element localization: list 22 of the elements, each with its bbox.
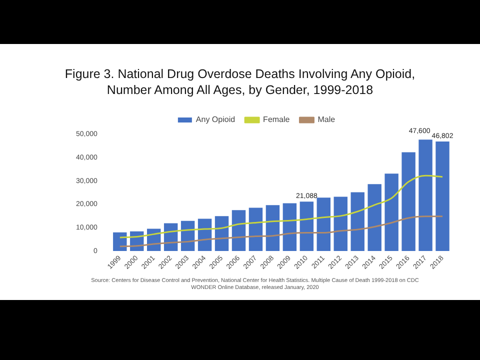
line-series (119, 174, 444, 238)
bar (418, 140, 432, 252)
bar (402, 152, 416, 252)
legend-label: Male (318, 115, 336, 124)
bar (266, 205, 280, 252)
bar (248, 208, 263, 252)
bar (300, 202, 314, 252)
bar (198, 218, 212, 252)
bar (282, 203, 297, 252)
bar (436, 141, 450, 252)
bar (384, 174, 398, 252)
bar (368, 184, 382, 252)
bar (334, 196, 348, 252)
line-series (119, 216, 444, 248)
legend-label: Any Opioid (196, 115, 236, 124)
bar (214, 216, 229, 252)
chart-title: Figure 3. National Drug Overdose Deaths Involving Any Opioid, Number Among All Ages, by Gender, 1999-2018 (64, 66, 416, 98)
bar (232, 210, 246, 252)
bar (113, 232, 127, 252)
legend-label: Female (263, 115, 290, 124)
bar (316, 198, 331, 252)
bar (350, 192, 364, 252)
